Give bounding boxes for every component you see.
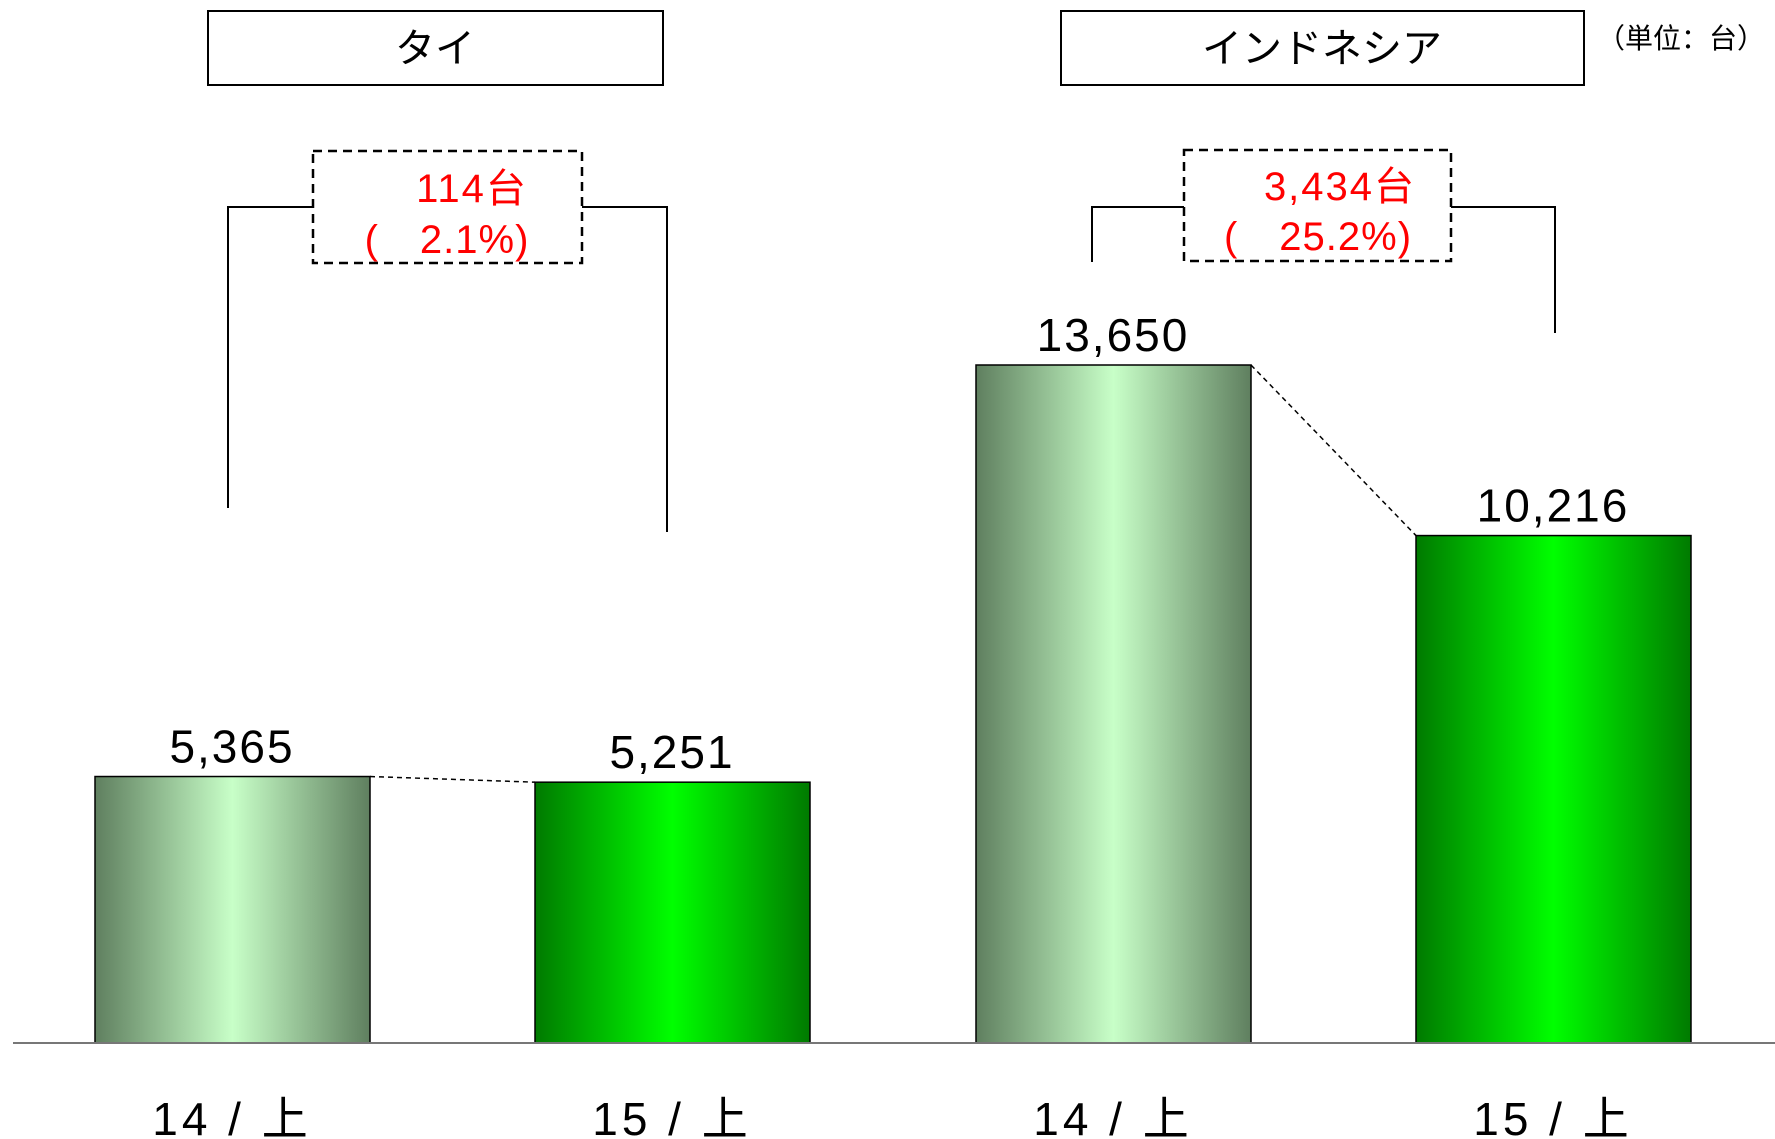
bar-thailand-14 <box>94 775 371 1044</box>
group-title: インドネシア <box>1202 27 1442 71</box>
group-title-box <box>1060 10 1585 86</box>
value-label: 5,251 <box>609 726 734 778</box>
value-label: 10,216 <box>1477 480 1630 532</box>
group-indonesia: インドネシア 3,434台 ( 25.2%) 13,650 10,216 14 … <box>975 10 1692 1139</box>
bar-indonesia-15 <box>1415 534 1692 1044</box>
trend-connector <box>1250 364 1417 537</box>
value-label: 5,365 <box>169 721 294 773</box>
diff-pct-label: ( 25.2%) <box>1224 215 1412 259</box>
bar-indonesia-14 <box>975 364 1252 1044</box>
category-label: 14 / 上 <box>152 1093 312 1139</box>
bar-thailand-15 <box>534 781 811 1044</box>
unit-note: （単位：台） <box>1597 23 1765 54</box>
diff-box <box>311 149 584 265</box>
group-title-box <box>207 10 664 86</box>
bracket-right <box>582 206 668 532</box>
bracket-left <box>1091 206 1184 262</box>
category-label: 15 / 上 <box>1473 1093 1633 1139</box>
group-thailand: タイ 114台 ( 2.1%) 5,365 5,251 14 / 上 15 / … <box>94 10 811 1139</box>
diff-pct-label: ( 2.1%) <box>365 218 530 262</box>
category-label: 14 / 上 <box>1033 1093 1193 1139</box>
bracket-right <box>1451 206 1556 333</box>
diff-box <box>1182 148 1453 263</box>
trend-connector <box>369 775 536 783</box>
category-label: 15 / 上 <box>592 1093 752 1139</box>
value-label: 13,650 <box>1037 309 1190 361</box>
diff-count-label: 3,434台 <box>1264 165 1416 209</box>
bracket-left <box>227 206 313 508</box>
diff-count-label: 114台 <box>416 167 528 211</box>
group-title: タイ <box>395 27 475 71</box>
